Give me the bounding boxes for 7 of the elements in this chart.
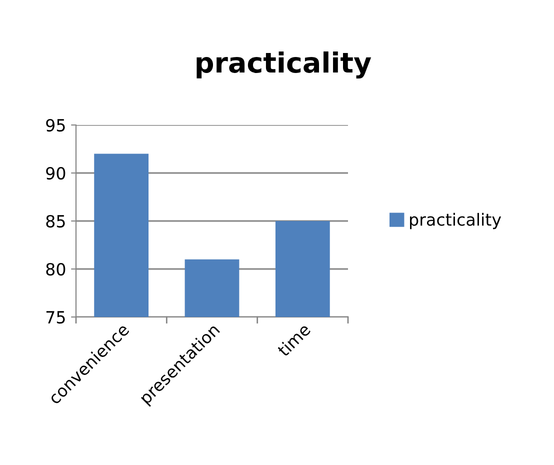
y-tick-label: 95 — [46, 118, 65, 132]
y-tick-label: 90 — [46, 166, 66, 180]
chart-title: practicality — [196, 51, 372, 79]
y-tick-label: 80 — [46, 262, 66, 276]
y-tick-label: 75 — [46, 311, 65, 324]
legend-label: practicality — [410, 212, 502, 230]
y-tick-label: 85 — [46, 214, 65, 228]
